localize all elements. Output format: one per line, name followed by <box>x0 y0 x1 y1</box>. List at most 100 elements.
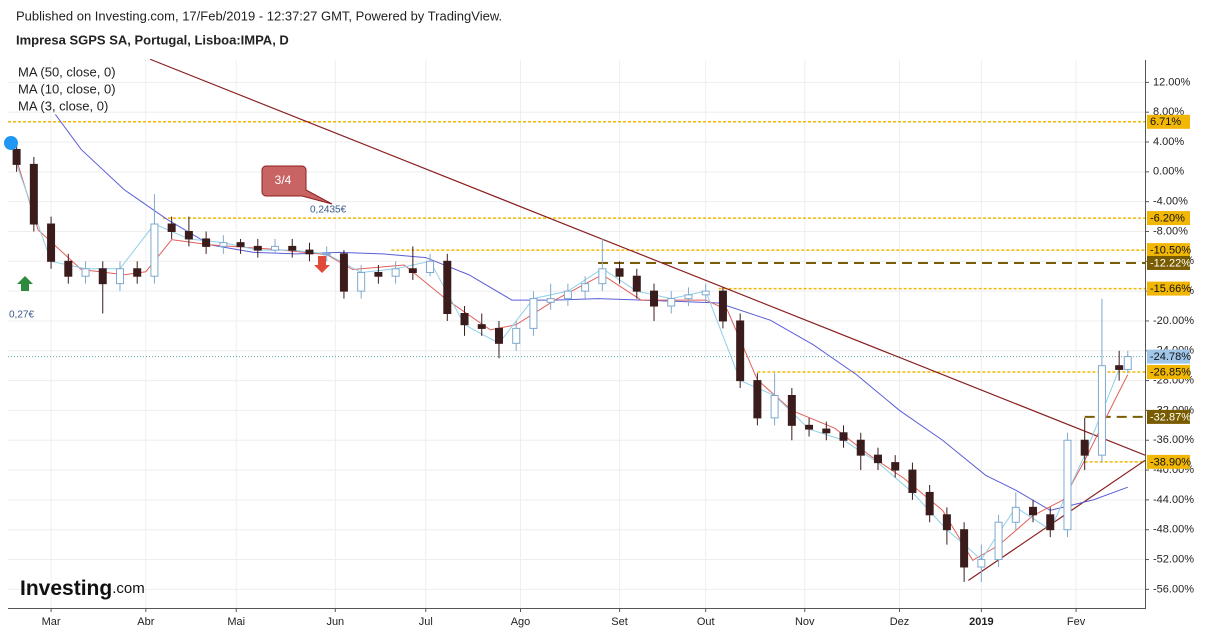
candle-body <box>787 395 796 426</box>
y-tick-label: 12.00% <box>1153 76 1191 88</box>
candle-body <box>1011 506 1020 523</box>
candle-body <box>1029 506 1038 516</box>
candle-body <box>632 275 641 292</box>
candle-body <box>873 454 882 464</box>
published-note: Published on Investing.com, 17/Feb/2019 … <box>16 8 502 23</box>
level-label: -38.90% <box>1150 456 1191 468</box>
candle-body <box>184 230 193 240</box>
candle-body <box>701 290 710 296</box>
candle-body <box>115 268 124 285</box>
ma-line <box>54 114 1128 511</box>
candle-body <box>805 424 814 430</box>
y-tick-label: -52.00% <box>1153 553 1194 565</box>
callout-box <box>261 165 333 205</box>
candle-body <box>960 529 969 568</box>
level-label-box <box>1147 409 1190 424</box>
legend-entry: MA (10, close, 0) <box>18 81 116 96</box>
start-marker <box>4 136 18 150</box>
level-label-box <box>1147 281 1190 296</box>
candle-body <box>253 245 262 251</box>
candle-body <box>236 242 245 247</box>
y-tick-label: -56.00% <box>1153 583 1194 595</box>
candle-body <box>615 268 624 277</box>
candle-body <box>494 327 503 344</box>
candle-body <box>546 298 555 303</box>
trend-line <box>968 459 1146 581</box>
candle-body <box>753 380 762 419</box>
x-tick-label: Nov <box>795 616 815 628</box>
instrument-title: Impresa SGPS SA, Portugal, Lisboa:IMPA, … <box>16 32 289 47</box>
callout-text: 3/4 <box>275 173 292 187</box>
ma-line <box>16 159 1129 561</box>
level-label-box <box>1147 114 1190 129</box>
candle-body <box>581 283 590 292</box>
y-tick-label: 4.00% <box>1153 136 1184 148</box>
candle-body <box>891 462 900 471</box>
candle-body <box>1115 365 1124 370</box>
y-tick-label: 0.00% <box>1153 166 1184 178</box>
level-label-box <box>1147 365 1190 380</box>
candle-body <box>47 223 56 262</box>
plot-area <box>8 58 1146 608</box>
y-tick-label: -44.00% <box>1153 494 1194 506</box>
buy-arrow <box>17 276 33 291</box>
candle-body <box>856 439 865 456</box>
candle-body <box>684 294 693 300</box>
y-axis-line <box>1145 60 1146 608</box>
candle-body <box>81 268 90 277</box>
price-annotation: 0,2435€ <box>310 205 347 216</box>
candle-body <box>322 253 331 256</box>
candle-body <box>667 298 676 307</box>
start-price: 0,27€ <box>9 310 34 321</box>
logo: Investing.com <box>20 577 145 600</box>
x-tick-label: 2019 <box>969 616 993 628</box>
candle-body <box>512 327 521 344</box>
candle-body <box>357 271 366 292</box>
level-label: -10.50% <box>1150 245 1191 257</box>
candle-body <box>202 238 211 247</box>
logo-name: Investing <box>20 577 112 600</box>
candle-body <box>908 469 917 493</box>
x-tick-label: Ago <box>511 616 531 628</box>
candle-body <box>598 268 607 285</box>
x-tick-label: Jul <box>419 616 433 628</box>
candle-body <box>650 290 659 307</box>
y-tick-label: -36.00% <box>1153 434 1194 446</box>
candle-body <box>994 521 1003 561</box>
candle-body <box>133 268 142 277</box>
y-tick-label: -20.00% <box>1153 315 1194 327</box>
candle-body <box>339 253 348 292</box>
candle-body <box>288 245 297 251</box>
level-label: -26.85% <box>1150 366 1191 378</box>
candle-body <box>822 428 831 434</box>
candle-body <box>563 290 572 300</box>
candle-body <box>942 514 951 531</box>
level-label: 6.71% <box>1150 116 1181 128</box>
candle-body <box>1063 439 1072 531</box>
sell-arrow <box>314 256 330 273</box>
candle-body <box>839 432 848 441</box>
legend-entry: MA (50, close, 0) <box>18 64 116 79</box>
level-label-box <box>1147 255 1190 270</box>
candle-body <box>1123 356 1132 370</box>
x-tick-label: Mai <box>227 616 245 628</box>
level-label-box <box>1147 211 1190 226</box>
x-tick-label: Out <box>697 616 715 628</box>
level-label: -32.87% <box>1150 411 1191 423</box>
level-label: -15.66% <box>1150 283 1191 295</box>
x-tick-label: Abr <box>137 616 154 628</box>
candle-body <box>770 395 779 419</box>
candle-body <box>529 298 538 329</box>
candle-body <box>64 260 73 277</box>
candle-body <box>29 163 38 225</box>
candle-body <box>408 268 417 273</box>
x-tick-label: Set <box>611 616 628 628</box>
candle-body <box>374 271 383 277</box>
candle-body <box>1097 365 1106 456</box>
candle-body <box>443 260 452 314</box>
x-axis-line <box>8 608 1146 609</box>
x-tick-label: Dez <box>890 616 910 628</box>
candle-body <box>271 245 280 251</box>
